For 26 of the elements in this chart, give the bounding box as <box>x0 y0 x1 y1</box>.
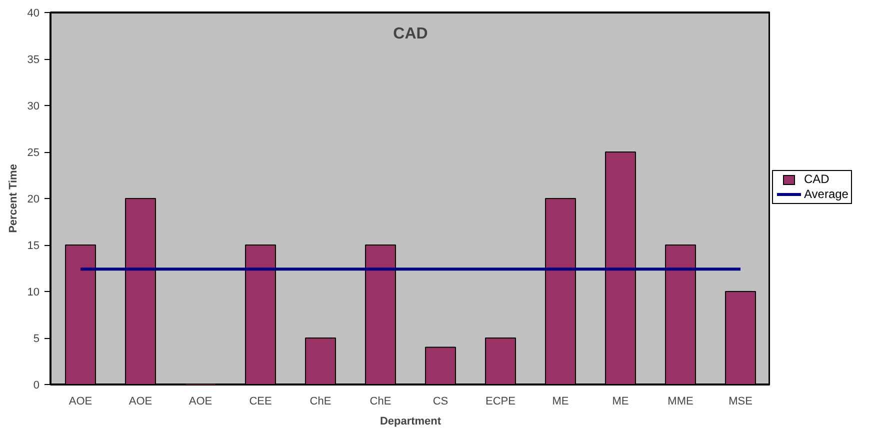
y-tick-label: 25 <box>27 147 40 159</box>
legend-label: CAD <box>804 170 830 188</box>
y-tick-label: 10 <box>27 286 40 298</box>
x-tick-label: AOE <box>128 396 152 408</box>
x-tick-label: ECPE <box>486 396 516 408</box>
y-tick-label: 20 <box>27 194 40 206</box>
y-tick-label: 30 <box>27 100 40 112</box>
x-tick-label: ChE <box>370 396 392 408</box>
x-tick-label: MME <box>668 396 694 408</box>
x-tick-label: AOE <box>188 396 212 408</box>
x-tick-label: CEE <box>249 396 272 408</box>
x-tick-label: AOE <box>68 396 92 408</box>
y-tick-label: 40 <box>27 8 40 20</box>
x-tick-label: ME <box>612 396 629 408</box>
text: CAD <box>393 26 428 42</box>
x-axis-title: Department <box>380 416 442 428</box>
y-tick-label: 5 <box>33 333 40 345</box>
y-tick-label: 35 <box>27 54 40 66</box>
x-tick-label: MSE <box>728 396 752 408</box>
y-axis-title: Percent Time <box>7 164 20 233</box>
y-tick-label: 0 <box>33 380 40 392</box>
x-tick-label: ME <box>552 396 569 408</box>
y-tick-label: 15 <box>27 240 40 252</box>
x-tick-label: CS <box>432 396 448 408</box>
legend-label: Average <box>804 186 848 203</box>
x-tick-label: ChE <box>310 396 332 408</box>
